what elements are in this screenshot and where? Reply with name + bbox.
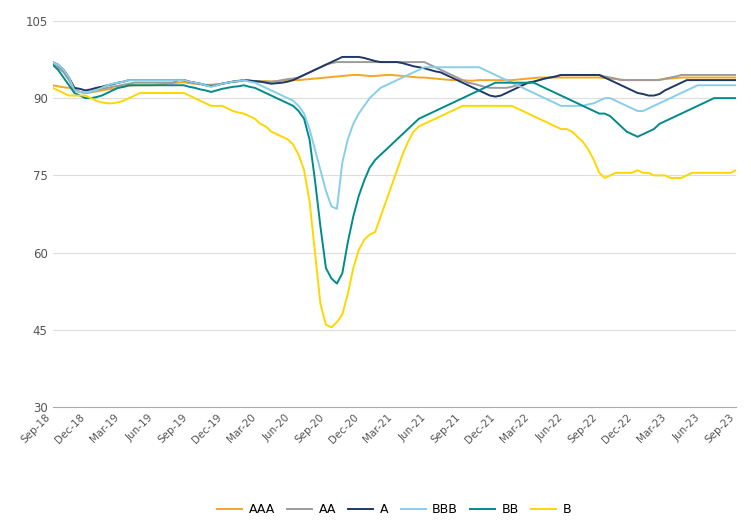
BBB [475, 64, 484, 70]
AAA [48, 82, 57, 88]
BBB [223, 79, 232, 86]
AA [382, 59, 391, 65]
BBB [333, 206, 342, 212]
AAA [513, 76, 522, 82]
A [338, 54, 347, 60]
A [92, 85, 101, 91]
AA [48, 62, 57, 68]
B [48, 85, 57, 91]
BB [458, 95, 467, 101]
AAA [81, 90, 90, 96]
AA [731, 72, 740, 78]
A [48, 59, 57, 65]
Line: BBB: BBB [53, 62, 736, 209]
AA [513, 82, 522, 88]
BBB [731, 82, 740, 88]
Line: AA: AA [53, 62, 736, 93]
AAA [98, 87, 107, 93]
B [475, 103, 484, 109]
BBB [48, 59, 57, 65]
A [458, 79, 467, 86]
AA [228, 78, 237, 85]
A [731, 77, 740, 83]
AAA [480, 77, 489, 83]
A [475, 87, 484, 93]
BBB [458, 64, 467, 70]
BB [92, 94, 101, 100]
BB [376, 152, 385, 158]
Line: AAA: AAA [53, 75, 736, 93]
A [223, 79, 232, 86]
AAA [463, 77, 472, 84]
B [327, 324, 336, 330]
BB [48, 62, 57, 68]
AA [98, 86, 107, 92]
AAA [731, 75, 740, 81]
AA [480, 84, 489, 90]
AA [333, 59, 342, 65]
AAA [348, 72, 357, 78]
Legend: AAA, AA, A, BBB, BB, B: AAA, AA, A, BBB, BB, B [213, 499, 576, 521]
BB [333, 280, 342, 287]
BB [731, 95, 740, 101]
B [92, 98, 101, 104]
B [223, 105, 232, 112]
AA [463, 79, 472, 86]
B [458, 103, 467, 109]
BBB [508, 79, 517, 86]
BBB [92, 87, 101, 93]
AAA [228, 78, 237, 85]
Line: A: A [53, 57, 736, 97]
AAA [382, 72, 391, 78]
BB [223, 85, 232, 91]
BB [475, 87, 484, 93]
A [491, 93, 500, 100]
BB [508, 79, 517, 86]
A [376, 59, 385, 65]
Line: B: B [53, 88, 736, 327]
BBB [376, 85, 385, 91]
A [513, 85, 522, 91]
Line: BB: BB [53, 65, 736, 283]
B [376, 213, 385, 220]
B [731, 167, 740, 173]
AA [81, 90, 90, 96]
B [508, 103, 517, 109]
